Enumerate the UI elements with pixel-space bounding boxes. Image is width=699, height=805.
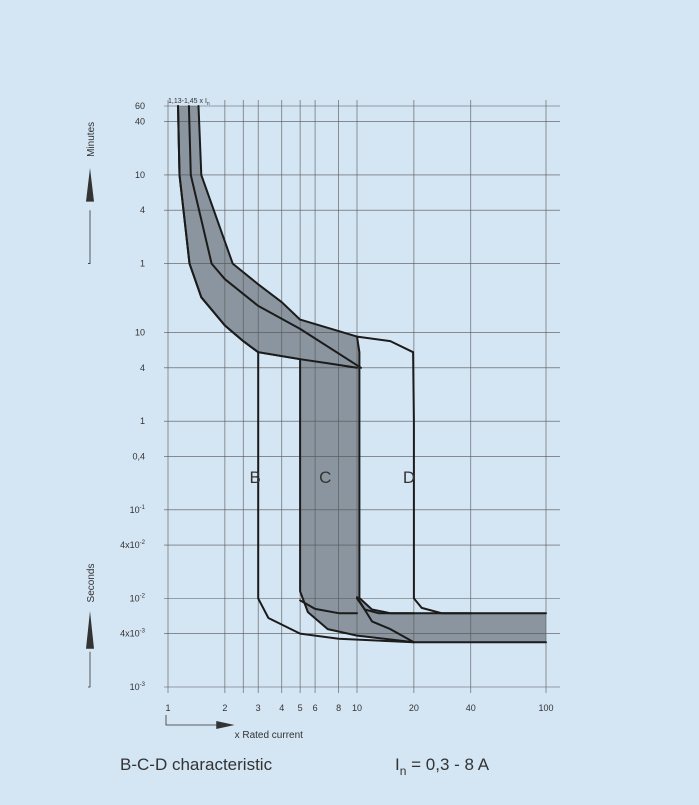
minutes-axis-guide xyxy=(88,210,91,264)
trip-curve-1 xyxy=(197,105,547,615)
y-tick-label-seconds: 10-1 xyxy=(130,505,146,515)
tolerance-band xyxy=(178,106,546,643)
x-tick-label: 6 xyxy=(313,703,318,713)
x-arrow-icon xyxy=(216,721,235,729)
y-tick-label-seconds: 10 xyxy=(135,328,145,338)
x-axis-guide xyxy=(165,715,221,726)
x-tick-label: 4 xyxy=(279,703,284,713)
y-tick-label-seconds: 1 xyxy=(140,416,145,426)
x-tick-label: 3 xyxy=(256,703,261,713)
seconds-arrow-icon xyxy=(86,611,94,649)
rated-current-value: = 0,3 - 8 A xyxy=(406,755,489,774)
y-tick-label-seconds: 4 xyxy=(140,363,145,373)
y-tick-label-seconds: 10-3 xyxy=(130,682,146,692)
x-tick-label: 5 xyxy=(298,703,303,713)
grid-layer xyxy=(164,100,560,693)
x-tick-label: 2 xyxy=(222,703,227,713)
tick-base: 10 xyxy=(130,682,140,692)
tick-base: 10 xyxy=(130,593,140,603)
region-label-d: D xyxy=(403,468,415,487)
x-axis-title: x Rated current xyxy=(235,730,304,741)
labels-layer: 1 2 3 4 5 6 8 10 20 40 1006040104110410,410-14x10-… xyxy=(86,98,554,741)
x-tick-label: 20 xyxy=(409,703,419,713)
rated-current-note: In = 0,3 - 8 A xyxy=(395,755,490,778)
x-tick-label: 40 xyxy=(466,703,476,713)
trip-curve-4 xyxy=(257,351,415,644)
threshold-annotation-subscript: n xyxy=(207,101,210,107)
y-tick-label-seconds: 0,4 xyxy=(132,451,145,461)
trip-curve-2 xyxy=(177,105,547,644)
band-layer xyxy=(178,106,546,643)
x-tick-label: 1 xyxy=(165,703,170,713)
x-tick-label: 100 xyxy=(538,703,553,713)
y-tick-label-minutes: 1 xyxy=(140,259,145,269)
tick-base: 4x10 xyxy=(120,540,140,550)
tick-exponent: -2 xyxy=(140,540,146,546)
threshold-annotation-text: 1,13-1,45 x I xyxy=(168,98,207,105)
trip-curve-6 xyxy=(356,335,472,615)
tick-exponent: -3 xyxy=(140,682,146,688)
y-tick-label-seconds: 10-2 xyxy=(130,593,146,603)
minutes-axis-title: Minutes xyxy=(86,122,97,157)
seconds-axis-title: Seconds xyxy=(86,564,97,603)
trip-curve-8 xyxy=(356,596,415,644)
y-tick-label-minutes: 4 xyxy=(140,205,145,215)
y-tick-label-seconds: 4x10-2 xyxy=(120,540,146,550)
minutes-arrow-icon xyxy=(86,167,94,202)
y-tick-label-minutes: 10 xyxy=(135,170,145,180)
rated-current-symbol: I xyxy=(395,755,400,774)
y-tick-label-seconds: 4x10-3 xyxy=(120,629,146,639)
y-tick-label-minutes: 40 xyxy=(135,117,145,127)
x-tick-label: 10 xyxy=(352,703,362,713)
seconds-axis-guide xyxy=(88,651,91,688)
chart-title: B-C-D characteristic xyxy=(120,755,273,774)
trip-curve-3 xyxy=(187,105,362,369)
region-label-c: C xyxy=(319,468,331,487)
x-tick-label: 8 xyxy=(336,703,341,713)
tick-exponent: -3 xyxy=(140,629,146,635)
threshold-annotation: 1,13-1,45 x In xyxy=(168,98,210,107)
region-label-b: B xyxy=(250,468,261,487)
trip-curve-7 xyxy=(299,599,358,615)
tick-exponent: -2 xyxy=(140,593,146,599)
tick-base: 10 xyxy=(130,505,140,515)
tick-base: 4x10 xyxy=(120,629,140,639)
curves-layer xyxy=(177,105,547,644)
y-tick-label-minutes: 60 xyxy=(135,101,145,111)
tick-exponent: -1 xyxy=(140,505,146,511)
rated-current-subscript: n xyxy=(400,764,407,778)
